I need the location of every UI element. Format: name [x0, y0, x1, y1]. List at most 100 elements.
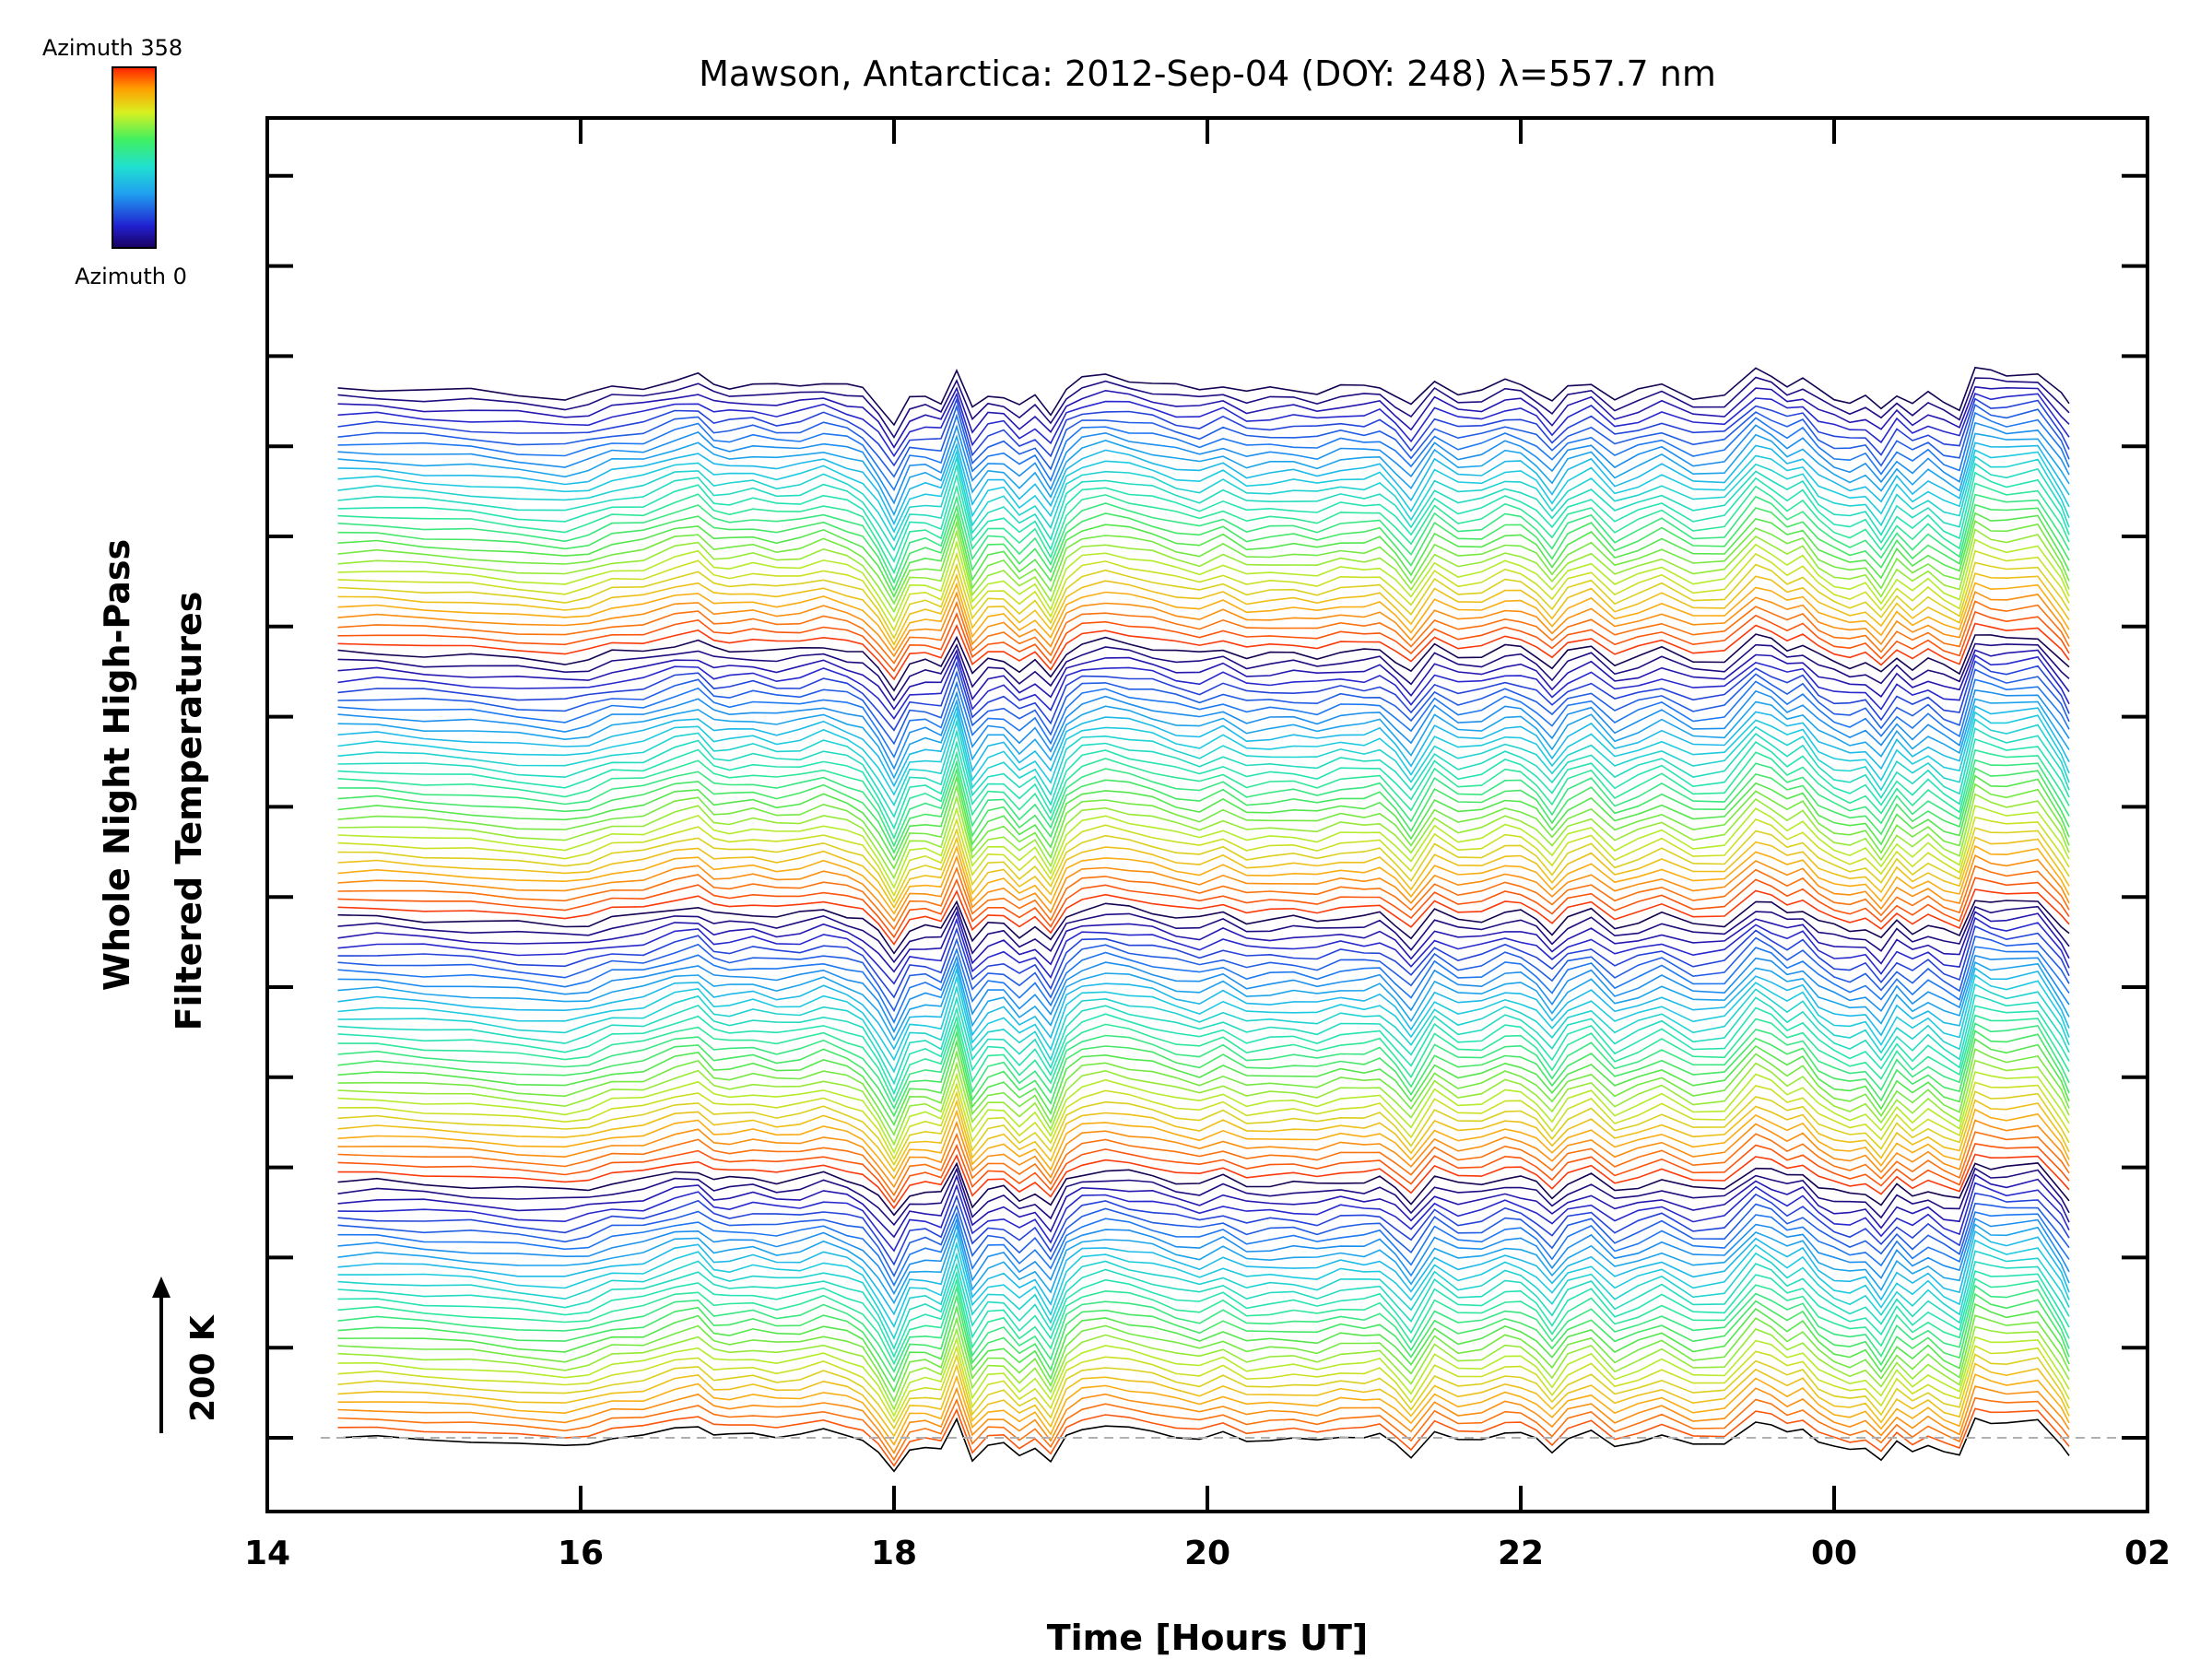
azimuth-trace-line	[337, 648, 2070, 711]
azimuth-trace-line	[337, 853, 2070, 923]
colorbar-gradient	[112, 66, 157, 249]
azimuth-trace-line	[337, 1005, 2070, 1096]
azimuth-trace-line	[337, 836, 2070, 910]
azimuth-trace-line	[337, 793, 2070, 880]
azimuth-trace-line	[337, 411, 2070, 492]
azimuth-trace-line	[337, 668, 2070, 746]
azimuth-trace-line	[337, 622, 2070, 681]
azimuth-trace-line	[337, 1059, 2070, 1147]
azimuth-trace-line	[337, 642, 2070, 702]
colorbar-top-label: Azimuth 358	[42, 35, 182, 61]
azimuth-trace-line	[337, 877, 2070, 939]
temperature-traces	[337, 366, 2070, 1473]
azimuth-trace-line	[337, 960, 2070, 1041]
azimuth-trace-line	[337, 748, 2070, 841]
y-axis-ticks	[267, 173, 2147, 1440]
azimuth-trace-line	[337, 1071, 2070, 1155]
azimuth-trace-line	[337, 660, 2070, 732]
azimuth-trace-line	[337, 1345, 2070, 1424]
azimuth-trace-line	[337, 1153, 2070, 1210]
x-tick-label: 14	[244, 1535, 290, 1572]
azimuth-trace-line	[337, 1284, 2070, 1373]
azimuth-trace-line	[337, 471, 2070, 563]
azimuth-trace-line	[337, 1269, 2070, 1359]
azimuth-trace-line	[337, 1173, 2070, 1239]
azimuth-trace-line	[337, 1292, 2070, 1383]
azimuth-trace-line	[337, 1048, 2070, 1136]
azimuth-trace-line	[337, 982, 2070, 1074]
azimuth-trace-line	[337, 718, 2070, 807]
azimuth-trace-line	[337, 844, 2070, 915]
azimuth-trace-line	[337, 462, 2070, 552]
azimuth-trace-line	[337, 1192, 2070, 1266]
azimuth-trace-line	[337, 366, 2070, 427]
azimuth-trace-line	[337, 678, 2070, 759]
x-axis-label: Time [Hours UT]	[1047, 1618, 1369, 1658]
azimuth-trace-line	[337, 1211, 2070, 1288]
y-axis-label-line1: Whole Night High-Pass	[97, 539, 137, 991]
azimuth-trace-line	[337, 900, 2070, 955]
azimuth-trace-line	[337, 520, 2070, 606]
azimuth-trace-line	[337, 503, 2070, 593]
azimuth-trace-line	[337, 1302, 2070, 1394]
plot-frame	[265, 116, 2149, 1513]
azimuth-trace-line	[337, 397, 2070, 467]
scale-arrow-head	[152, 1277, 171, 1298]
azimuth-trace-line	[337, 421, 2070, 505]
azimuth-trace-line	[337, 1099, 2070, 1173]
azimuth-trace-line	[337, 1131, 2070, 1197]
azimuth-trace-line	[337, 403, 2070, 478]
azimuth-trace-line	[337, 1417, 2070, 1473]
azimuth-trace-line	[337, 967, 2070, 1051]
x-tick-label: 02	[2124, 1535, 2171, 1572]
azimuth-trace-line	[337, 1277, 2070, 1366]
azimuth-trace-line	[337, 711, 2070, 796]
azimuth-trace-line	[337, 946, 2070, 1024]
azimuth-trace-line	[337, 538, 2070, 623]
azimuth-trace-line	[337, 816, 2070, 898]
azimuth-trace-line	[337, 704, 2070, 788]
azimuth-trace-line	[337, 916, 2070, 985]
azimuth-trace-line	[337, 935, 2070, 1013]
azimuth-trace-line	[337, 1182, 2070, 1253]
azimuth-trace-line	[337, 759, 2070, 848]
azimuth-trace-line	[337, 1230, 2070, 1316]
azimuth-trace-line	[337, 549, 2070, 632]
azimuth-trace-line	[337, 1362, 2070, 1438]
azimuth-trace-line	[337, 1090, 2070, 1167]
azimuth-trace-line	[337, 482, 2070, 575]
azimuth-trace-line	[337, 610, 2070, 673]
azimuth-trace-line	[337, 727, 2070, 818]
scale-label: 200 K	[184, 1314, 222, 1422]
azimuth-trace-line	[337, 782, 2070, 870]
azimuth-trace-line	[337, 1385, 2070, 1454]
azimuth-trace-line	[337, 432, 2070, 517]
azimuth-trace-line	[337, 385, 2070, 449]
azimuth-trace-line	[337, 1030, 2070, 1118]
azimuth-trace-line	[337, 512, 2070, 599]
x-tick-label: 00	[1811, 1535, 1857, 1572]
y-axis-label-line2: Filtered Temperatures	[169, 592, 209, 1031]
x-axis-ticks: 14 16 18 20 22 00 02	[244, 118, 2171, 1572]
x-tick-label: 20	[1184, 1535, 1230, 1572]
azimuth-trace-line	[337, 688, 2070, 771]
azimuth-trace-line	[337, 1325, 2070, 1411]
x-tick-label: 18	[871, 1535, 917, 1572]
azimuth-trace-line	[337, 582, 2070, 652]
azimuth-trace-line	[337, 698, 2070, 780]
azimuth-trace-line	[337, 1373, 2070, 1446]
azimuth-trace-line	[337, 888, 2070, 946]
azimuth-trace-line	[337, 767, 2070, 854]
azimuth-trace-line	[337, 1314, 2070, 1403]
azimuth-trace-line	[337, 572, 2070, 646]
azimuth-trace-line	[337, 1202, 2070, 1278]
azimuth-trace-line	[337, 1261, 2070, 1350]
chart-title: Mawson, Antarctica: 2012-Sep-04 (DOY: 24…	[699, 53, 1716, 94]
azimuth-trace-line	[337, 1038, 2070, 1127]
azimuth-trace-line	[337, 910, 2070, 973]
azimuth-trace-line	[337, 774, 2070, 862]
azimuth-trace-line	[337, 905, 2070, 964]
x-tick-label: 22	[1498, 1535, 1544, 1572]
azimuth-trace-line	[337, 737, 2070, 830]
